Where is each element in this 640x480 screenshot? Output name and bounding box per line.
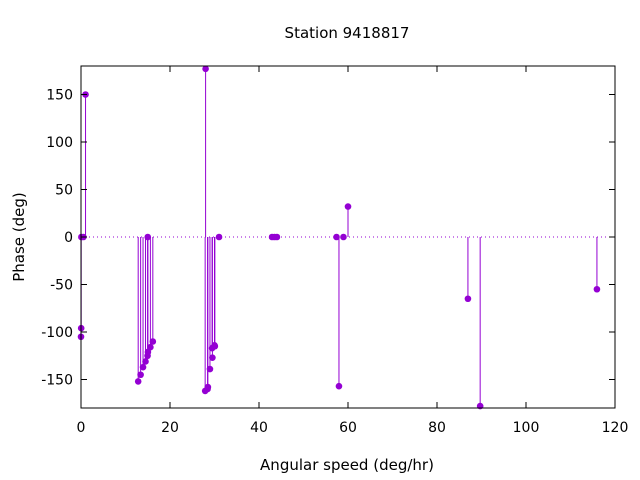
x-axis-label: Angular speed (deg/hr) (260, 456, 434, 474)
axis-ticks: 0 20 40 60 80 100 120 -150 -100 -50 0 50 100 150 (41, 66, 628, 436)
x-tick-label: 100 (513, 420, 540, 436)
x-tick-label: 60 (339, 420, 357, 436)
data-point (593, 285, 601, 293)
data-point (335, 382, 343, 390)
data-point (211, 342, 219, 350)
data-point (333, 233, 340, 241)
y-tick-label: 0 (64, 230, 73, 246)
x-tick-label: 120 (602, 420, 629, 436)
data-point (204, 383, 212, 391)
data-point (215, 233, 223, 241)
data-point (147, 343, 154, 351)
data-point (134, 378, 142, 385)
data-point (202, 65, 209, 73)
y-tick-label: -50 (50, 278, 73, 294)
data-point (142, 358, 149, 365)
data-point (344, 203, 352, 210)
data-point (273, 233, 281, 241)
data-point (149, 338, 157, 345)
data-point (340, 233, 347, 241)
series-phase (77, 65, 601, 410)
x-tick-label: 20 (161, 420, 179, 436)
x-tick-label: 40 (250, 420, 268, 436)
y-tick-label: -100 (41, 325, 73, 341)
y-tick-label: 50 (55, 183, 73, 199)
x-tick-label: 0 (77, 420, 86, 436)
data-point (464, 295, 472, 303)
data-point (137, 371, 144, 379)
data-point (209, 354, 216, 361)
y-tick-label: 150 (46, 88, 73, 104)
y-tick-label: -150 (41, 373, 73, 389)
y-tick-label: 100 (46, 135, 73, 151)
data-point (206, 365, 214, 373)
x-tick-label: 80 (428, 420, 446, 436)
chart-title: Station 9418817 (285, 24, 410, 42)
data-point (139, 363, 147, 371)
y-axis-label: Phase (deg) (10, 192, 28, 282)
